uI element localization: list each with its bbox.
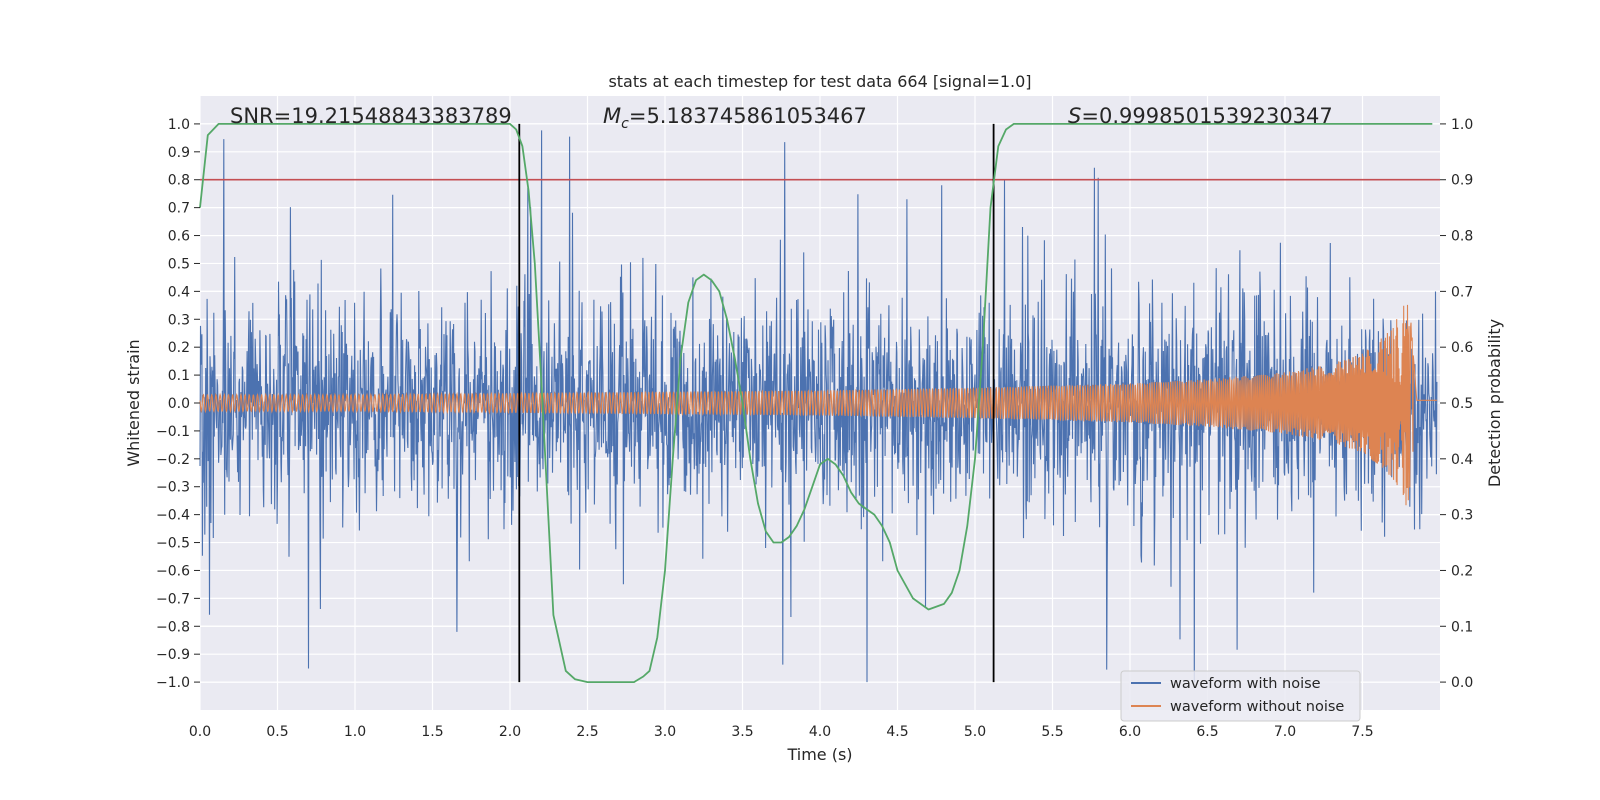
y2-tick-label: 0.6 <box>1451 340 1473 356</box>
y2-tick-label: 0.2 <box>1451 563 1473 579</box>
x-tick-label: 0.0 <box>189 724 211 740</box>
y-tick-label: −0.8 <box>156 619 190 635</box>
y-tick-label: −0.3 <box>156 480 190 496</box>
y2-tick-label: 0.5 <box>1451 396 1473 412</box>
s-annotation: S=0.9998501539230347 <box>1068 104 1333 128</box>
overlay-layer <box>199 123 1440 683</box>
y-tick-label: −0.7 <box>156 591 190 607</box>
y-tick-label: 0.7 <box>168 201 190 217</box>
x-tick-label: 0.5 <box>266 724 288 740</box>
chirp-mass-value: 5.183745861053467 <box>646 104 866 128</box>
y-tick-label: 1.0 <box>168 117 190 133</box>
y-tick-label: 0.3 <box>168 312 190 328</box>
legend: waveform with noise waveform without noi… <box>1120 670 1361 722</box>
chart-title: stats at each timestep for test data 664… <box>608 72 1031 91</box>
y-tick-label: −0.2 <box>156 452 190 468</box>
x-tick-label: 4.0 <box>809 724 831 740</box>
clean-waveform-layer <box>199 304 1437 506</box>
chirp-mass-subscript: c <box>621 116 629 132</box>
x-tick-label: 3.5 <box>731 724 753 740</box>
y-tick-label: 0.0 <box>168 396 190 412</box>
y2-tick-label: 0.3 <box>1451 508 1473 524</box>
detection-probability-line <box>199 123 1433 683</box>
y-tick-label: −0.5 <box>156 536 190 552</box>
y-axis-label: Whitened strain <box>124 339 143 466</box>
snr-label: SNR <box>230 104 274 128</box>
y-tick-label: −0.9 <box>156 647 190 663</box>
y2-tick-label: 0.7 <box>1451 284 1473 300</box>
s-label: S <box>1068 104 1081 128</box>
legend-label-noise: waveform with noise <box>1170 676 1321 692</box>
x-tick-label: 2.5 <box>576 724 598 740</box>
x-tick-label: 1.5 <box>421 724 443 740</box>
y2-tick-label: 0.1 <box>1451 619 1473 635</box>
y-tick-label: −0.4 <box>156 508 190 524</box>
chirp-mass-label: M <box>603 104 621 128</box>
y-tick-label: 0.2 <box>168 340 190 356</box>
y-tick-label: 0.9 <box>168 145 190 161</box>
s-value: 0.9998501539230347 <box>1099 104 1333 128</box>
y-tick-label: 0.6 <box>168 229 190 245</box>
x-tick-label: 6.5 <box>1196 724 1218 740</box>
legend-label-clean: waveform without noise <box>1170 699 1344 715</box>
x-tick-label: 1.0 <box>344 724 366 740</box>
x-tick-label: 6.0 <box>1119 724 1141 740</box>
y-tick-label: −0.6 <box>156 563 190 579</box>
x-tick-label: 5.5 <box>1041 724 1063 740</box>
legend-box <box>1120 670 1361 722</box>
y-tick-label: 0.4 <box>168 284 190 300</box>
x-tick-label: 7.0 <box>1274 724 1296 740</box>
y-tick-label: −1.0 <box>156 675 190 691</box>
y2-tick-label: 1.0 <box>1451 117 1473 133</box>
y-tick-label: 0.1 <box>168 368 190 384</box>
snr-value: 19.21548843383789 <box>291 104 511 128</box>
y-tick-label: 0.5 <box>168 256 190 272</box>
y-tick-label: 0.8 <box>168 173 190 189</box>
chirp-mass-annotation: Mc=5.183745861053467 <box>603 104 867 132</box>
y2-tick-label: 0.8 <box>1451 229 1473 245</box>
y2-tick-label: 0.4 <box>1451 452 1473 468</box>
x-tick-label: 3.0 <box>654 724 676 740</box>
snr-annotation: SNR=19.21548843383789 <box>230 104 512 128</box>
ticks: 0.0 0.5 1.0 1.5 2.0 2.5 3.0 3.5 4.0 4.5 5.0 5.5 6.0 6… <box>156 117 1473 740</box>
y2-tick-label: 0.9 <box>1451 173 1473 189</box>
x-tick-label: 2.0 <box>499 724 521 740</box>
y2-tick-label: 0.0 <box>1451 675 1473 691</box>
x-tick-label: 7.5 <box>1351 724 1373 740</box>
y2-axis-label: Detection probability <box>1485 319 1504 487</box>
clean-waveform-line <box>199 304 1437 506</box>
x-tick-label: 5.0 <box>964 724 986 740</box>
y-tick-label: −0.1 <box>156 424 190 440</box>
x-tick-label: 4.5 <box>886 724 908 740</box>
x-axis-label: Time (s) <box>786 745 852 764</box>
